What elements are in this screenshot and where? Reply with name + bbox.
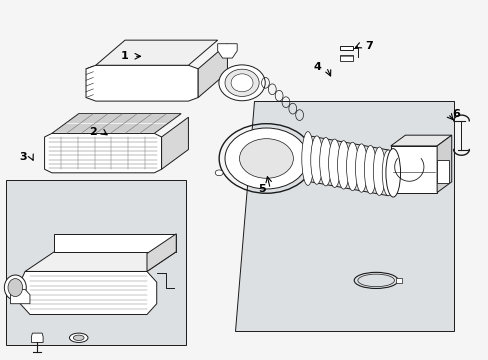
Polygon shape (54, 234, 176, 252)
Polygon shape (234, 101, 453, 330)
Ellipse shape (301, 132, 313, 185)
Polygon shape (31, 333, 43, 342)
Text: 2: 2 (89, 127, 97, 136)
Ellipse shape (382, 150, 394, 196)
Circle shape (239, 139, 293, 178)
Ellipse shape (364, 145, 376, 194)
Polygon shape (25, 252, 176, 271)
Ellipse shape (319, 138, 331, 186)
Polygon shape (96, 40, 217, 65)
Text: 4: 4 (313, 62, 321, 72)
Text: 5: 5 (257, 184, 265, 194)
Ellipse shape (73, 335, 84, 341)
Ellipse shape (219, 65, 264, 101)
Polygon shape (147, 234, 176, 271)
Circle shape (224, 128, 307, 189)
Ellipse shape (346, 142, 358, 191)
Text: 3: 3 (19, 152, 26, 162)
Bar (5, 180, 185, 345)
Ellipse shape (8, 279, 22, 297)
Polygon shape (44, 134, 161, 173)
Ellipse shape (355, 144, 367, 192)
Ellipse shape (310, 136, 322, 184)
Polygon shape (339, 46, 352, 50)
Bar (390, 146, 436, 193)
Polygon shape (86, 65, 198, 101)
Text: 7: 7 (364, 41, 372, 50)
Ellipse shape (372, 147, 385, 195)
Ellipse shape (231, 74, 252, 92)
Text: 1: 1 (121, 51, 129, 61)
Polygon shape (20, 271, 157, 315)
Ellipse shape (328, 139, 340, 188)
Ellipse shape (385, 149, 400, 197)
Ellipse shape (4, 275, 26, 300)
Polygon shape (52, 114, 181, 134)
Circle shape (215, 170, 223, 176)
Bar (339, 55, 352, 60)
Ellipse shape (69, 333, 88, 342)
Text: 6: 6 (452, 109, 460, 119)
Polygon shape (10, 289, 30, 304)
Polygon shape (198, 44, 227, 98)
Bar (395, 278, 401, 283)
Polygon shape (161, 117, 188, 169)
Bar (436, 160, 448, 183)
Ellipse shape (337, 141, 349, 189)
Polygon shape (436, 135, 451, 193)
Ellipse shape (224, 69, 259, 96)
Polygon shape (390, 135, 451, 146)
Polygon shape (217, 44, 237, 58)
